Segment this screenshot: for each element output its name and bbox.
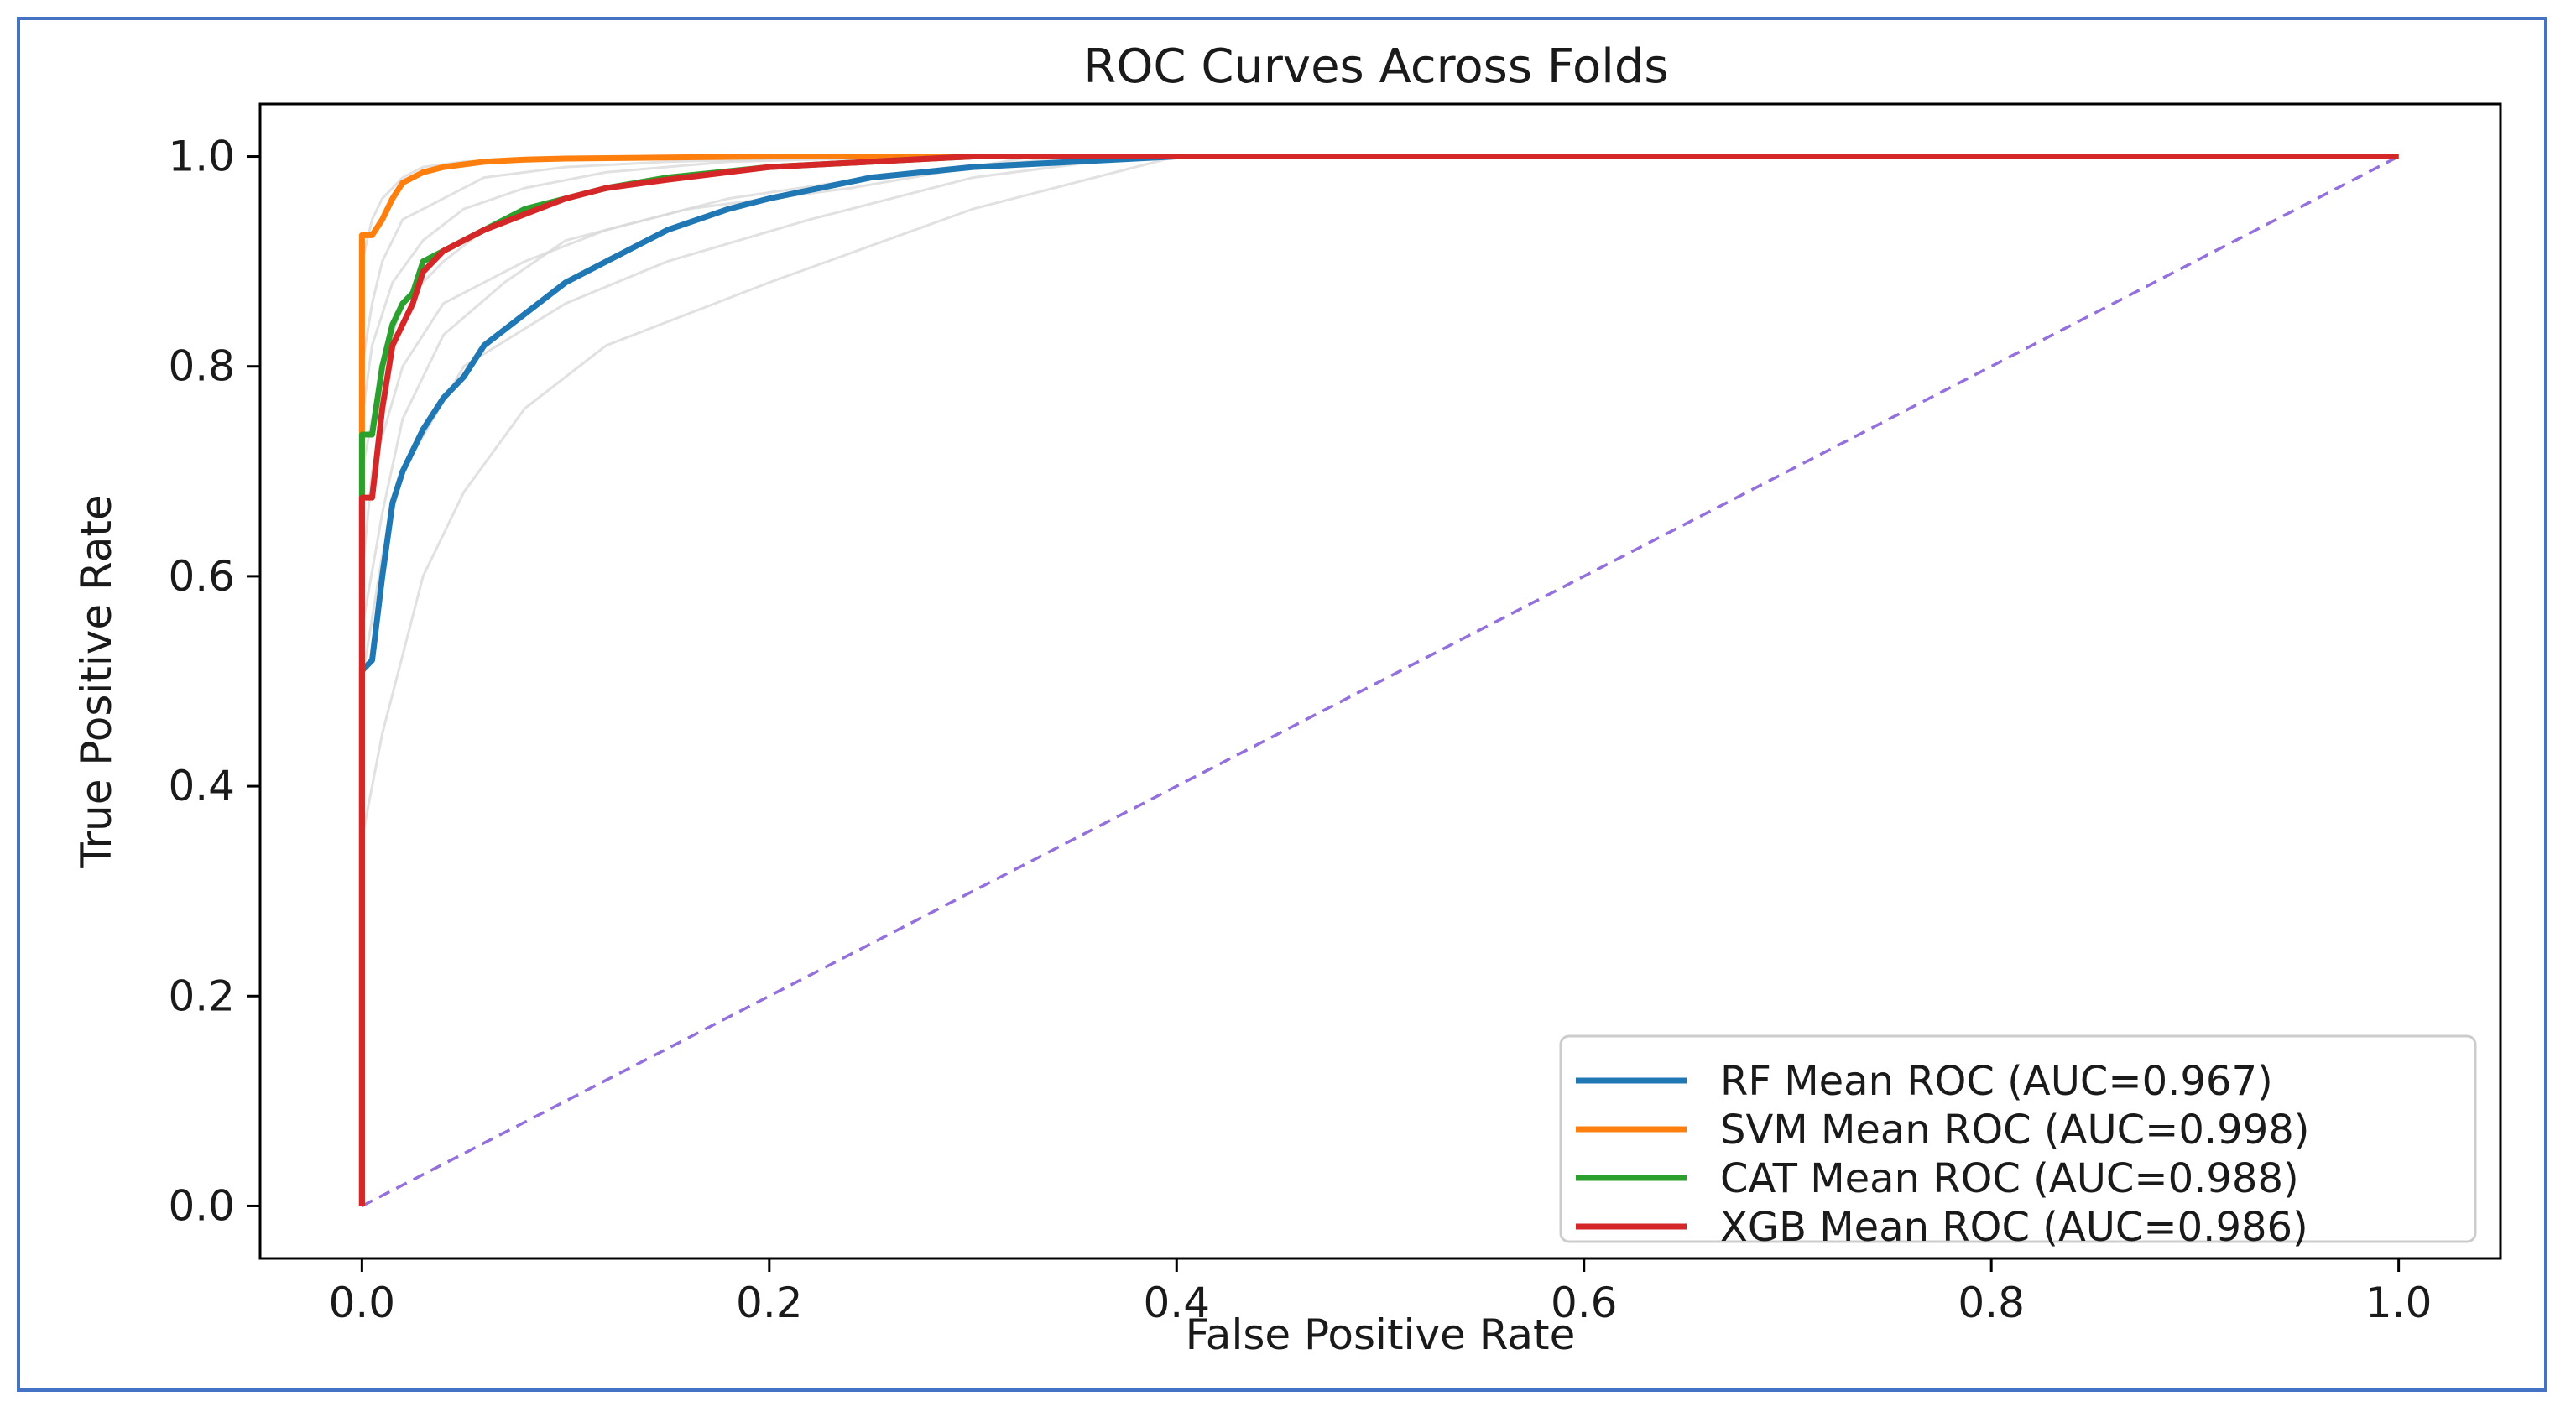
x-tick-label: 0.6 xyxy=(1551,1279,1618,1327)
plot-area-frame xyxy=(258,102,2502,1260)
x-axis-ticks: 0.0 0.2 0.4 0.6 0.8 1.0 xyxy=(329,1258,2433,1327)
y-tick-label: 1.0 xyxy=(168,133,235,181)
svm-legend-label: SVM Mean ROC (AUC=0.998) xyxy=(1720,1107,2310,1154)
fold-roc-curve-1 xyxy=(360,155,2399,1206)
fold-roc-curve-8 xyxy=(360,155,2399,1206)
y-tick-label: 0.8 xyxy=(168,342,235,391)
legend-entries: RF Mean ROC (AUC=0.967)SVM Mean ROC (AUC… xyxy=(1576,1058,2310,1251)
x-tick-label: 0.8 xyxy=(1958,1279,2025,1327)
fold-roc-curve-7 xyxy=(360,155,2399,1206)
x-tick-label: 1.0 xyxy=(2365,1279,2433,1327)
x-axis-label: False Positive Rate xyxy=(1186,1310,1576,1359)
x-tick-label: 0.2 xyxy=(736,1279,803,1327)
y-axis-label: True Positive Rate xyxy=(72,494,121,868)
x-tick-label: 0.4 xyxy=(1144,1279,1211,1327)
svm-mean-roc-line xyxy=(358,154,2399,1206)
legend-box xyxy=(1559,1034,2477,1243)
fold-roc-curve-5 xyxy=(360,155,2399,1206)
rf-legend-label: RF Mean ROC (AUC=0.967) xyxy=(1720,1058,2273,1105)
rf-mean-roc-line xyxy=(358,154,2399,1206)
fold-roc-curve-2 xyxy=(360,155,2399,1206)
chance-diagonal-line xyxy=(361,154,2400,1208)
y-tick-label: 0.4 xyxy=(168,762,235,810)
legend: RF Mean ROC (AUC=0.967)SVM Mean ROC (AUC… xyxy=(1559,1034,2477,1251)
chart-title: ROC Curves Across Folds xyxy=(1083,39,1668,94)
cat-legend-label: CAT Mean ROC (AUC=0.988) xyxy=(1720,1155,2299,1202)
xgb-legend-label: XGB Mean ROC (AUC=0.986) xyxy=(1720,1204,2308,1251)
xgb-mean-roc-line xyxy=(358,154,2399,1206)
y-tick-label: 0.6 xyxy=(168,552,235,601)
y-tick-label: 0.0 xyxy=(168,1181,235,1230)
y-tick-label: 0.2 xyxy=(168,972,235,1020)
x-tick-label: 0.0 xyxy=(329,1279,396,1327)
series-layer xyxy=(358,154,2400,1208)
y-axis-ticks: 0.0 0.2 0.4 0.6 0.8 1.0 xyxy=(168,133,260,1230)
